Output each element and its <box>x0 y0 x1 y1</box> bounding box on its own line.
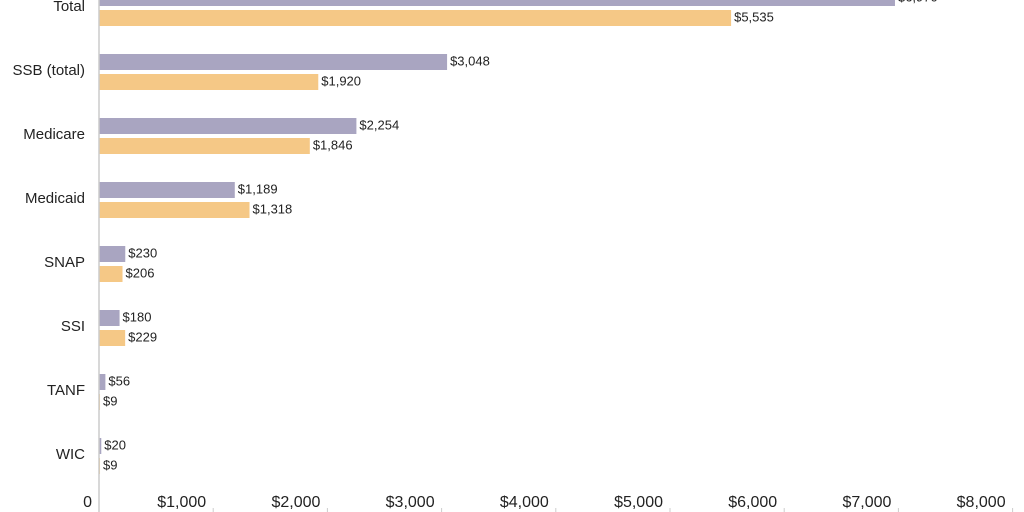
category-label: SSB (total) <box>12 62 85 79</box>
value-label: $2,254 <box>359 117 399 132</box>
category-label: SSI <box>61 318 85 335</box>
category-label: Total <box>53 0 85 15</box>
bar <box>99 374 106 390</box>
bar <box>99 202 250 218</box>
x-tick-label: $3,000 <box>386 494 435 511</box>
category-label: WIC <box>56 446 85 463</box>
bar <box>99 438 102 454</box>
bar <box>99 266 123 282</box>
value-label: $3,048 <box>450 53 490 68</box>
bar <box>99 118 357 134</box>
bar <box>99 10 732 26</box>
category-label: SNAP <box>44 254 85 271</box>
value-label: $6,970 <box>898 0 938 4</box>
category-label: TANF <box>47 382 85 399</box>
bar <box>99 310 120 326</box>
bar <box>99 246 126 262</box>
bar <box>99 54 448 70</box>
value-label: $9 <box>103 393 117 408</box>
value-label: $56 <box>108 373 130 388</box>
bar <box>99 182 235 198</box>
value-label: $1,189 <box>238 181 278 196</box>
x-tick-label: $2,000 <box>271 494 320 511</box>
x-tick-label: $5,000 <box>614 494 663 511</box>
x-tick-label: 0 <box>83 494 92 511</box>
category-label: Medicare <box>23 126 85 143</box>
value-label: $5,535 <box>734 9 774 24</box>
value-label: $1,920 <box>321 73 361 88</box>
category-label: Medicaid <box>25 190 85 207</box>
value-label: $230 <box>128 245 157 260</box>
x-tick-label: $7,000 <box>842 494 891 511</box>
x-tick-label: $8,000 <box>957 494 1006 511</box>
value-label: $20 <box>104 437 126 452</box>
x-tick-label: $4,000 <box>500 494 549 511</box>
bar <box>99 330 126 346</box>
value-label: $1,318 <box>253 201 293 216</box>
bar <box>99 138 310 154</box>
value-label: $1,846 <box>313 137 353 152</box>
x-tick-label: $6,000 <box>728 494 777 511</box>
bar <box>99 74 319 90</box>
x-tick-label: $1,000 <box>157 494 206 511</box>
value-label: $180 <box>123 309 152 324</box>
value-label: $206 <box>126 265 155 280</box>
bar <box>99 0 895 6</box>
value-label: $229 <box>128 329 157 344</box>
value-label: $9 <box>103 457 117 472</box>
